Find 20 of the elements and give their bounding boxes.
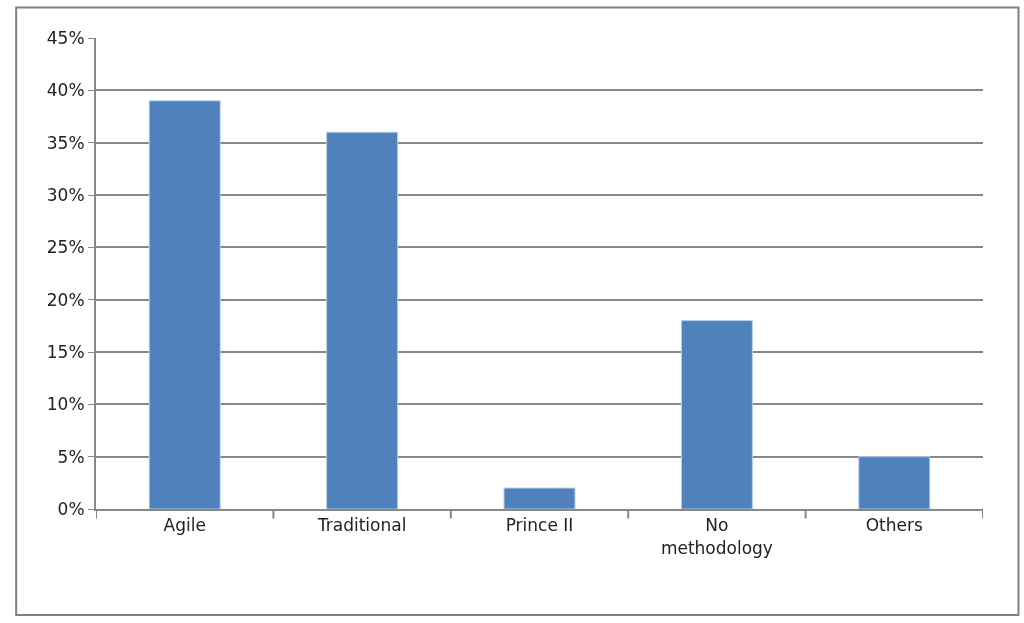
y-tick-label: 25% <box>46 237 85 258</box>
y-tick-label: 10% <box>46 394 85 415</box>
x-tick-label: No methodology <box>660 515 773 558</box>
y-tick-label: 30% <box>46 184 85 205</box>
y-tick-label: 45% <box>46 27 85 48</box>
x-tick-label: Agile <box>163 515 206 536</box>
bar <box>680 320 753 509</box>
y-tick-label: 0% <box>57 498 85 519</box>
y-tick-label: 35% <box>46 132 85 153</box>
x-tick-label: Prince II <box>505 515 574 536</box>
bar <box>858 456 931 509</box>
y-tick-label: 15% <box>46 341 85 362</box>
x-tick-label: Others <box>865 515 923 536</box>
bar <box>326 131 399 509</box>
y-tick-label: 5% <box>57 446 85 467</box>
bar <box>148 100 221 509</box>
x-tick-label: Traditional <box>316 515 407 536</box>
y-tick-label: 20% <box>46 289 85 310</box>
bar <box>503 487 576 509</box>
y-tick-label: 40% <box>46 80 85 101</box>
